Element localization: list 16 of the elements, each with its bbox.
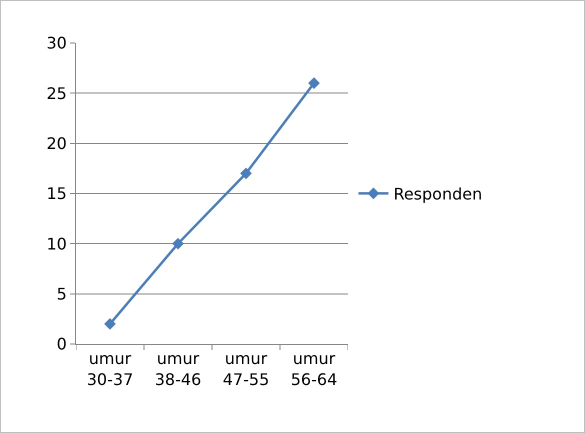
y-tick-label: 0 — [56, 334, 67, 354]
point — [308, 77, 320, 89]
y-tick-label: 25 — [46, 84, 67, 103]
y-tick-label: 20 — [46, 134, 67, 153]
x-tick-label: umur 56-64 — [290, 349, 338, 389]
y-tick-label: 15 — [46, 184, 67, 204]
point — [104, 318, 116, 330]
y-tick-label: 10 — [46, 234, 67, 254]
y-tick-label: 30 — [46, 34, 67, 53]
x-tick-label: umur 30-37 — [86, 349, 134, 389]
legend-label: Responden — [393, 184, 482, 204]
y-tick-label: 5 — [56, 284, 67, 304]
x-tick-label: umur 47-55 — [222, 349, 270, 389]
x-tick-label: umur 38-46 — [154, 349, 202, 389]
point — [172, 238, 184, 250]
point — [240, 168, 252, 180]
